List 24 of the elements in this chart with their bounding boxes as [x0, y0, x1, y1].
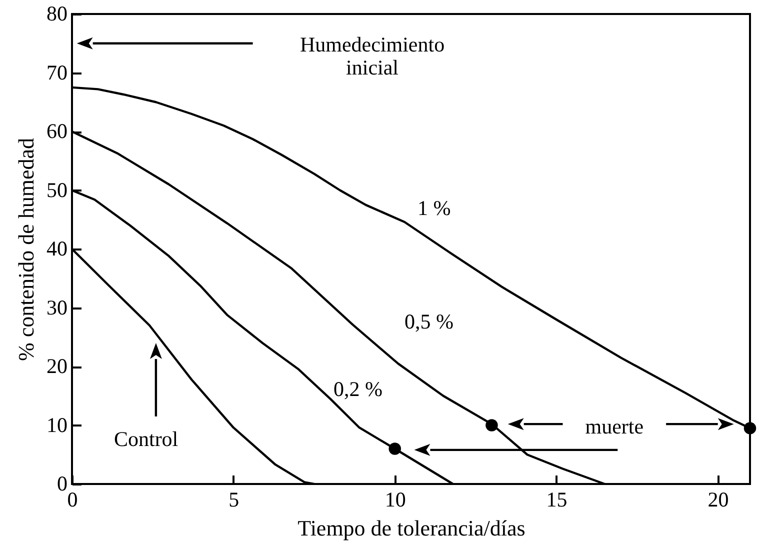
x-axis-title: Tiempo de tolerancia/días — [298, 516, 526, 540]
x-tick-label: 20 — [708, 488, 729, 512]
x-tick-label: 10 — [384, 488, 406, 512]
annotation: Humedecimiento inicial — [300, 32, 445, 80]
point — [486, 419, 498, 432]
point — [388, 442, 401, 455]
series-label: 0,5 % — [404, 309, 454, 334]
x-tick-label: 5 — [228, 488, 240, 512]
y-tick-label: 40 — [46, 236, 68, 260]
y-axis-title: % contenido de humedad — [14, 138, 38, 361]
point — [744, 422, 756, 434]
x-tick-label: 15 — [546, 488, 568, 512]
y-tick-label: 30 — [46, 295, 68, 320]
series-label: 1 % — [417, 196, 451, 220]
y-tick-label: 20 — [46, 354, 68, 378]
y-tick-label: 80 — [46, 2, 68, 26]
y-tick-label: 60 — [46, 119, 68, 143]
y-tick-label: 70 — [46, 60, 68, 84]
y-tick-label: 10 — [46, 412, 68, 437]
annotation: muerte — [585, 414, 644, 438]
series-label: 0,2 % — [334, 377, 383, 401]
series-label: Control — [114, 426, 178, 451]
y-tick-label: 0 — [57, 472, 68, 496]
y-tick-label: 50 — [46, 178, 68, 202]
